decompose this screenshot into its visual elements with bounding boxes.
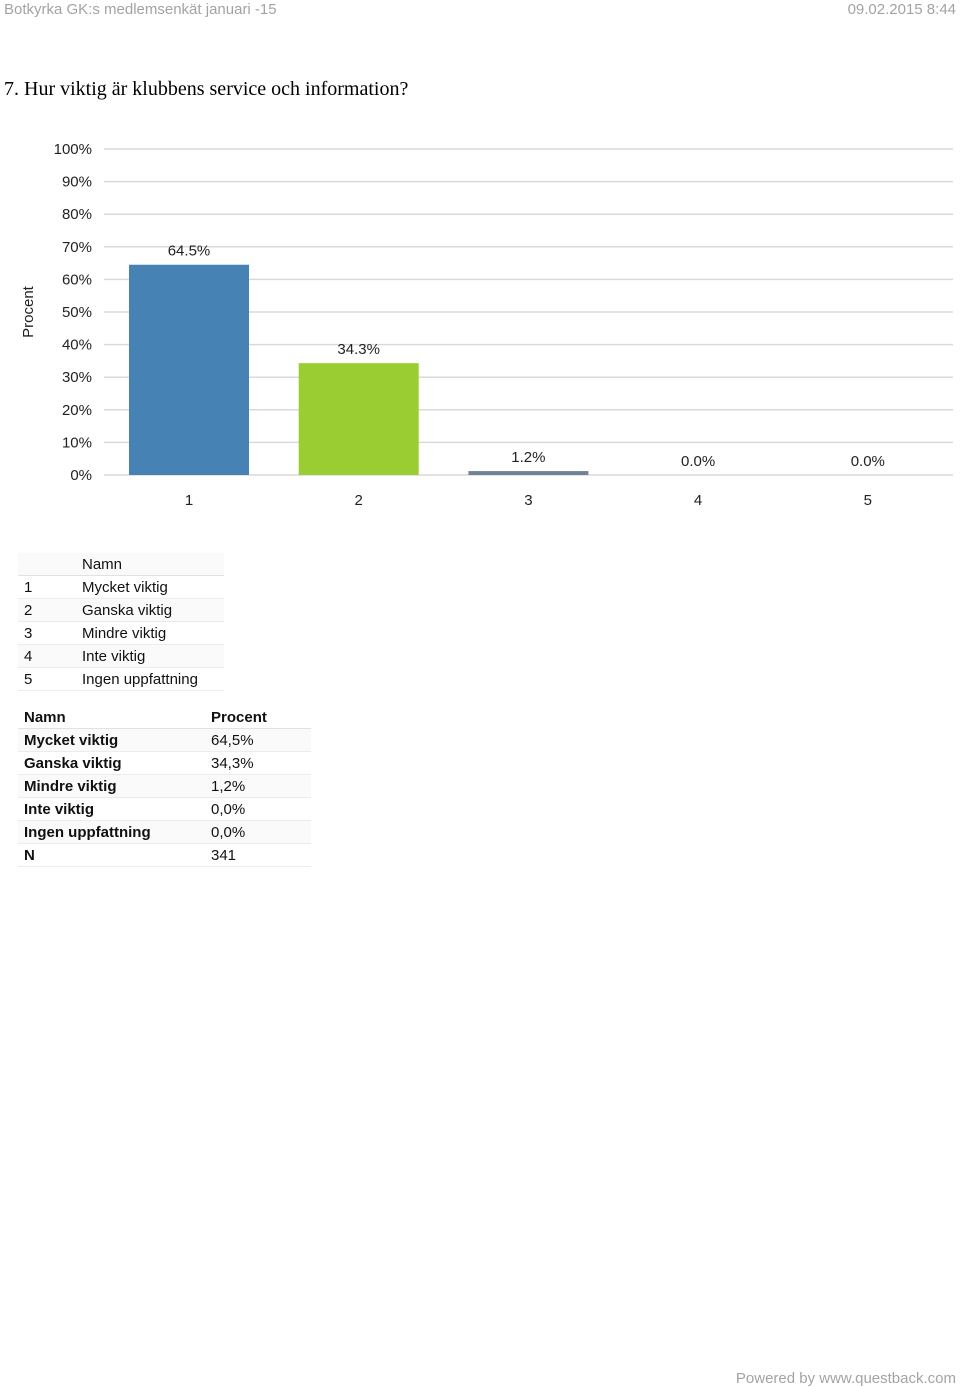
legend-row: 3 Mindre viktig — [18, 621, 224, 645]
y-tick-label: 10% — [62, 434, 92, 451]
legend-number: 4 — [18, 644, 82, 668]
y-tick-label: 30% — [62, 369, 92, 386]
legend-row: 5 Ingen uppfattning — [18, 667, 224, 691]
y-tick-label: 60% — [62, 271, 92, 288]
legend-row: 2 Ganska viktig — [18, 598, 224, 622]
bar — [468, 471, 589, 475]
results-row: Mindre viktig 1,2% — [18, 774, 311, 798]
legend-name: Ganska viktig — [82, 598, 224, 622]
value-label: 0.0% — [681, 453, 715, 470]
x-tick-label: 5 — [864, 492, 872, 509]
results-name: Inte viktig — [18, 797, 211, 821]
question-title: 7. Hur viktig är klubbens service och in… — [4, 78, 409, 100]
x-tick-label: 2 — [355, 492, 363, 509]
results-row: Inte viktig 0,0% — [18, 797, 311, 821]
results-percent: 64,5% — [211, 728, 311, 752]
y-tick-label: 50% — [62, 304, 92, 321]
results-n-value: 341 — [211, 843, 311, 867]
results-table: Namn Procent Mycket viktig 64,5% Ganska vi… — [18, 706, 311, 867]
results-col-name: Namn — [18, 706, 211, 729]
value-label: 64.5% — [168, 243, 211, 260]
legend-name: Mycket viktig — [82, 575, 224, 599]
legend-name: Ingen uppfattning — [82, 667, 224, 691]
results-n-label: N — [18, 843, 211, 867]
value-label: 1.2% — [511, 449, 545, 466]
legend-number: 5 — [18, 667, 82, 691]
results-row: Ingen uppfattning 0,0% — [18, 820, 311, 844]
y-tick-label: 0% — [70, 467, 92, 484]
legend-number: 2 — [18, 598, 82, 622]
results-percent: 34,3% — [211, 751, 311, 775]
results-row: Mycket viktig 64,5% — [18, 728, 311, 752]
report-timestamp: 09.02.2015 8:44 — [847, 1, 956, 18]
results-percent: 0,0% — [211, 820, 311, 844]
chart-bars — [129, 264, 589, 475]
y-axis-label: Procent — [20, 285, 37, 338]
results-name: Ganska viktig — [18, 751, 211, 775]
survey-title: Botkyrka GK:s medlemsenkät januari -15 — [4, 1, 277, 18]
results-n-row: N 341 — [18, 843, 311, 867]
y-tick-label: 40% — [62, 337, 92, 354]
y-tick-label: 70% — [62, 239, 92, 256]
value-labels: 64.5% 34.3% 1.2% 0.0% 0.0% — [168, 243, 885, 470]
results-name: Ingen uppfattning — [18, 820, 211, 844]
legend-row: 1 Mycket viktig — [18, 575, 224, 599]
x-tick-label: 4 — [694, 492, 702, 509]
x-tick-label: 3 — [524, 492, 532, 509]
legend-number: 1 — [18, 575, 82, 599]
x-tick-labels: 1 2 3 4 5 — [185, 492, 872, 509]
y-tick-label: 100% — [54, 141, 92, 158]
legend-name: Inte viktig — [82, 644, 224, 668]
y-tick-label: 80% — [62, 206, 92, 223]
legend-row: 4 Inte viktig — [18, 644, 224, 668]
results-col-percent: Procent — [211, 706, 311, 729]
x-tick-label: 1 — [185, 492, 193, 509]
results-percent: 0,0% — [211, 797, 311, 821]
legend-table: Namn 1 Mycket viktig 2 Ganska viktig 3 Mindre… — [18, 553, 224, 691]
legend-name: Mindre viktig — [82, 621, 224, 645]
bar — [298, 363, 419, 475]
value-label: 0.0% — [851, 453, 885, 470]
results-name: Mindre viktig — [18, 774, 211, 798]
legend-number: 3 — [18, 621, 82, 645]
bar-chart: 0% 10% 20% 30% 40% 50% 60% 70% 80% 90% 100% 64.5% 3… — [20, 141, 953, 509]
results-percent: 1,2% — [211, 774, 311, 798]
y-tick-label: 20% — [62, 402, 92, 419]
value-label: 34.3% — [337, 341, 380, 358]
results-name: Mycket viktig — [18, 728, 211, 752]
results-row: Ganska viktig 34,3% — [18, 751, 311, 775]
footer-powered-by: Powered by www.questback.com — [735, 1370, 956, 1387]
bar — [129, 264, 249, 475]
legend-header: Namn — [82, 553, 224, 576]
y-tick-label: 90% — [62, 174, 92, 191]
y-tick-labels: 0% 10% 20% 30% 40% 50% 60% 70% 80% 90% 100% — [54, 141, 92, 484]
